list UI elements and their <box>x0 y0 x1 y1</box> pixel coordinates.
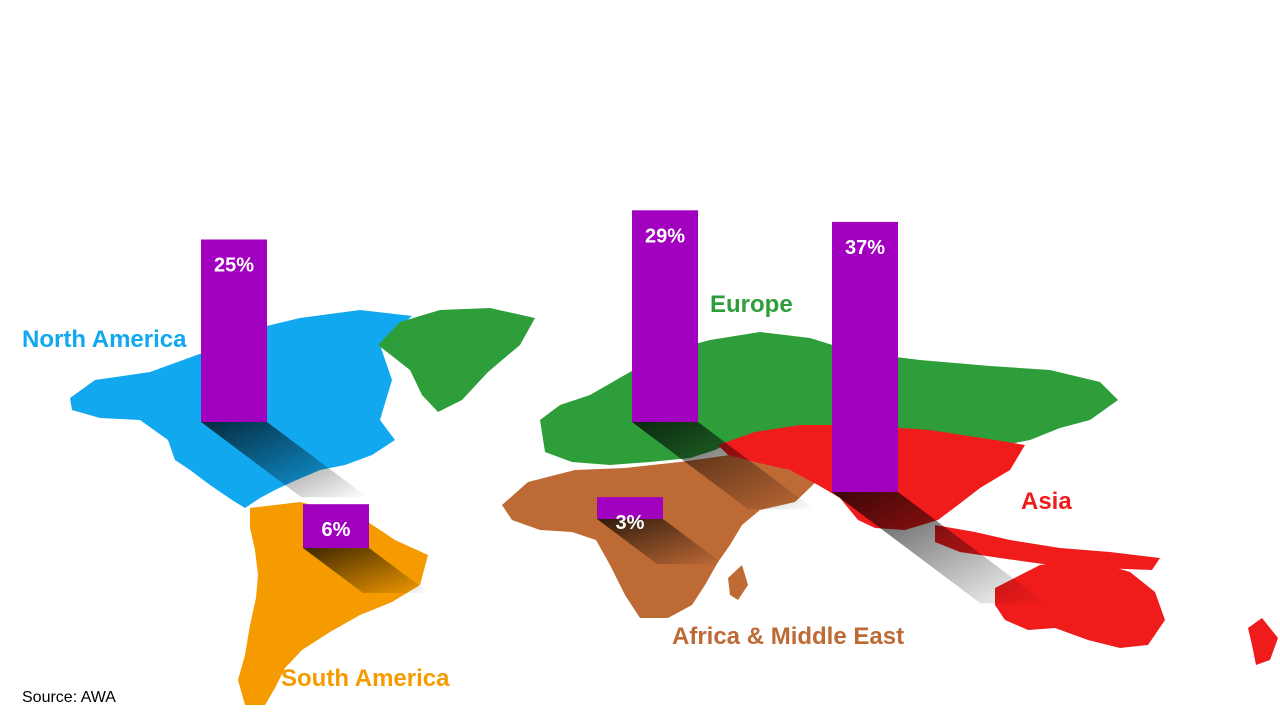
bar-europe <box>632 210 698 422</box>
bar-value-label-north-america: 25% <box>214 255 254 277</box>
continent-australia <box>995 560 1165 648</box>
bar-value-label-europe: 29% <box>645 225 685 247</box>
region-label-europe: Europe <box>710 291 793 318</box>
region-label-north-america: North America <box>22 326 187 353</box>
bar-south-america <box>303 504 369 548</box>
bar-north-america <box>201 239 267 422</box>
bar-africa-middle-east <box>597 497 663 519</box>
bar-value-label-africa-middle-east: 3% <box>616 512 645 534</box>
continent-new-zealand <box>1248 618 1278 665</box>
bar-value-label-asia: 37% <box>845 237 885 259</box>
bar-shadow-africa-middle-east <box>597 519 723 564</box>
bar-shadow-asia <box>832 492 1047 604</box>
region-label-south-america: South America <box>281 665 450 692</box>
continent-south-america <box>238 502 428 705</box>
continent-greenland <box>378 308 535 412</box>
continent-southeast-asia <box>935 525 1160 570</box>
continent-madagascar <box>728 565 748 600</box>
region-label-africa-middle-east: Africa & Middle East <box>672 623 905 650</box>
bar-shadow-south-america <box>303 548 429 593</box>
bar-shadow-north-america <box>201 422 368 498</box>
source-note: Source: AWA <box>22 689 116 706</box>
bar-asia <box>832 221 898 492</box>
bar-value-label-south-america: 6% <box>322 519 351 541</box>
region-label-asia: Asia <box>1021 488 1072 515</box>
bar-shadow-europe <box>632 422 815 510</box>
